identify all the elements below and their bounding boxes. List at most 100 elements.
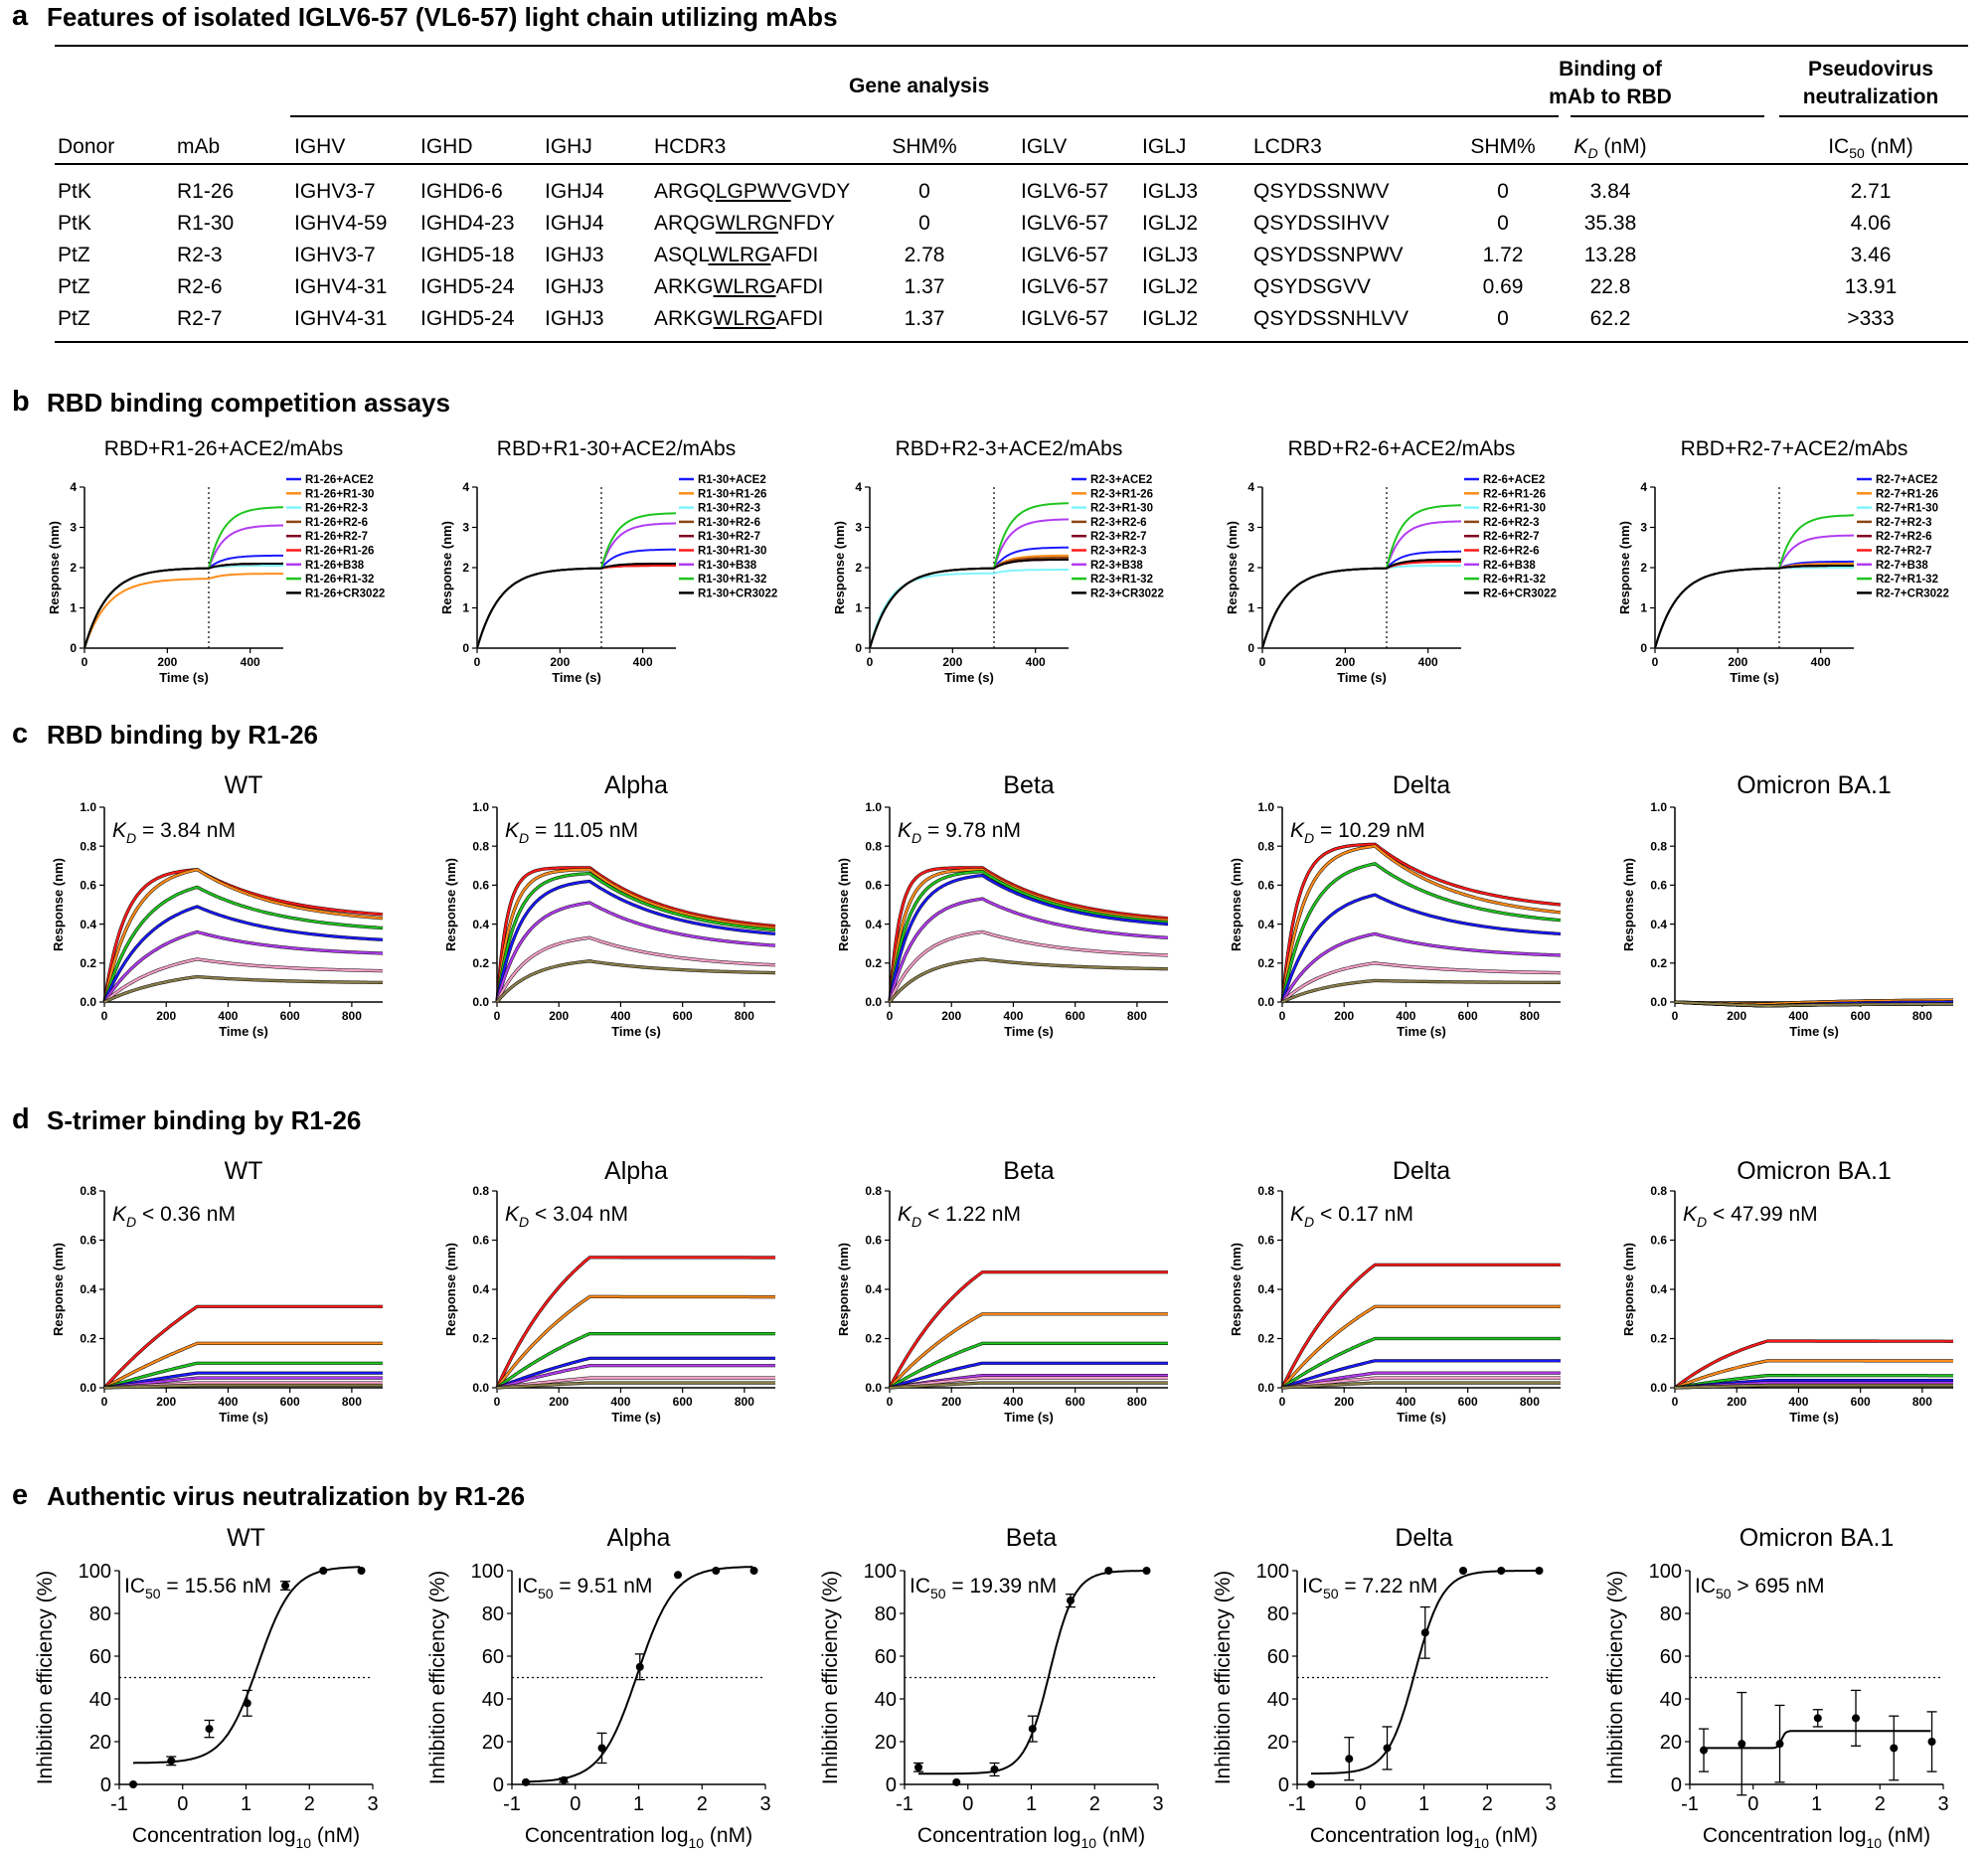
series-line-green bbox=[869, 502, 1070, 649]
x-tick-label: 0 bbox=[1672, 1009, 1679, 1023]
y-tick-label: 0.8 bbox=[1257, 839, 1274, 853]
y-axis-label: Inhibition efficiency (%) bbox=[819, 1571, 842, 1785]
y-tick-label: 80 bbox=[1660, 1603, 1682, 1625]
table-cell-shm_l: 0 bbox=[1497, 180, 1509, 203]
data-point bbox=[1775, 1740, 1784, 1749]
y-tick-label: 60 bbox=[875, 1646, 897, 1668]
kd-annotation: KD < 47.99 nM bbox=[1683, 1203, 1818, 1230]
col-header-iglv: IGLV bbox=[1021, 135, 1068, 158]
x-tick-label: 0 bbox=[101, 1395, 108, 1409]
y-tick-label: 0.6 bbox=[472, 1234, 489, 1248]
x-tick-label: 800 bbox=[342, 1009, 362, 1023]
x-tick-label: 800 bbox=[1127, 1009, 1147, 1023]
chart-d2: Alpha 0.0 0.2 0.4 0.6 0.8 0 200 400 600 800 Time (s… bbox=[443, 1157, 775, 1425]
legend-label: R2-3+CR3022 bbox=[1090, 588, 1164, 599]
chart-title: Alpha bbox=[604, 1157, 668, 1185]
table-cell-ighd: IGHD4-23 bbox=[420, 212, 515, 235]
col-header-ighv: IGHV bbox=[294, 135, 346, 158]
y-tick-label: 100 bbox=[1256, 1561, 1289, 1583]
legend-label: R2-7+R1-32 bbox=[1876, 574, 1938, 586]
x-tick-label: 3 bbox=[759, 1793, 770, 1815]
x-tick-label: 3 bbox=[1545, 1793, 1556, 1815]
fit-line-conc-3 bbox=[889, 1342, 1168, 1389]
y-tick-label: 20 bbox=[875, 1732, 897, 1754]
x-tick-label: 2 bbox=[304, 1793, 315, 1815]
series-line-red bbox=[1654, 565, 1854, 649]
table-cell-ighv: IGHV4-59 bbox=[294, 212, 388, 235]
x-tick-label: 0 bbox=[177, 1793, 188, 1815]
data-point bbox=[952, 1777, 961, 1786]
legend-label: R1-26+R1-30 bbox=[305, 488, 374, 500]
x-tick-label: 800 bbox=[1520, 1009, 1540, 1023]
ic50-annotation: IC50 = 7.22 nM bbox=[1302, 1575, 1437, 1601]
x-tick-label: 600 bbox=[673, 1009, 693, 1023]
fit-line-conc-3 bbox=[1674, 1374, 1953, 1390]
fit-line-conc-3 bbox=[103, 1362, 383, 1390]
fit-line-conc-4 bbox=[888, 874, 1169, 1003]
hcdr3-cell: ASQLWLRGAFDI bbox=[654, 244, 819, 266]
chart-title: Delta bbox=[1395, 1526, 1452, 1552]
table-cell-ic50: 3.46 bbox=[1850, 244, 1892, 266]
fit-line-conc-6 bbox=[1281, 961, 1561, 1003]
legend-label: R1-30+B38 bbox=[698, 560, 757, 572]
data-point bbox=[205, 1725, 214, 1734]
x-tick-label: 800 bbox=[342, 1395, 362, 1409]
x-tick-label: -1 bbox=[503, 1793, 521, 1815]
raw-trace bbox=[1281, 978, 1561, 1004]
col-header-kd: KD (nM) bbox=[1574, 135, 1647, 162]
y-tick-label: 100 bbox=[79, 1561, 111, 1583]
table-cell-ighj: IGHJ3 bbox=[545, 307, 604, 330]
y-axis-label: Response (nm) bbox=[832, 521, 847, 614]
chart-c3: Beta 0.0 0.2 0.4 0.6 0.8 1.0 0 200 400 600 800 Time … bbox=[836, 771, 1169, 1039]
chart-c2: Alpha 0.0 0.2 0.4 0.6 0.8 1.0 0 200 400 600 800 Time… bbox=[443, 771, 776, 1039]
y-tick-label: 0.0 bbox=[865, 995, 882, 1009]
table-cell-ighd: IGHD5-24 bbox=[420, 307, 515, 330]
data-point bbox=[712, 1567, 721, 1575]
series-line-red bbox=[1261, 560, 1461, 649]
data-point bbox=[1459, 1567, 1468, 1575]
fit-line-conc-3 bbox=[888, 870, 1169, 1003]
x-axis-label: Time (s) bbox=[611, 1410, 661, 1425]
legend-label: R2-6+R2-7 bbox=[1483, 531, 1540, 543]
table-cell-shm_h: 1.37 bbox=[904, 307, 945, 330]
y-tick-label: 0.4 bbox=[80, 1282, 96, 1296]
table-cell-shm_l: 0.69 bbox=[1482, 275, 1524, 298]
col-header-iglj: IGLJ bbox=[1142, 135, 1187, 158]
y-axis-label: Inhibition efficiency (%) bbox=[426, 1571, 449, 1785]
chart-title: RBD+R1-26+ACE2/mAbs bbox=[104, 437, 343, 460]
fit-line-conc-6 bbox=[1281, 1377, 1561, 1390]
col-header-mab: mAb bbox=[177, 135, 221, 158]
y-tick-label: 80 bbox=[875, 1603, 897, 1625]
table-cell-lcdr3: QSYDSSNHLVV bbox=[1253, 307, 1408, 330]
chart-d1: WT 0.0 0.2 0.4 0.6 0.8 0 200 400 600 800 Time (s) Re… bbox=[51, 1157, 383, 1425]
series-line-purple bbox=[476, 522, 676, 649]
legend-label: R1-26+B38 bbox=[305, 560, 365, 572]
fit-line-conc-1 bbox=[103, 1305, 383, 1389]
chart-c5: Omicron BA.1 0.0 0.2 0.4 0.6 0.8 1.0 0 200 400 600… bbox=[1621, 771, 1954, 1039]
ic50-annotation: IC50 = 19.39 nM bbox=[910, 1575, 1057, 1601]
data-point bbox=[1852, 1714, 1861, 1723]
raw-trace bbox=[495, 935, 776, 1003]
chart-title: Alpha bbox=[604, 771, 668, 799]
x-axis-label: Time (s) bbox=[944, 670, 994, 685]
fit-line-conc-1 bbox=[889, 1270, 1168, 1389]
binding-header-line2: mAb to RBD bbox=[1549, 85, 1672, 108]
data-point bbox=[357, 1567, 366, 1575]
table-cell-kd: 13.28 bbox=[1583, 244, 1637, 266]
fit-line-conc-2 bbox=[888, 868, 1169, 1003]
fit-line-conc-5 bbox=[1281, 932, 1562, 1003]
fit-line-conc-7 bbox=[1281, 1382, 1561, 1390]
x-tick-label: 1 bbox=[633, 1793, 644, 1815]
x-tick-label: 400 bbox=[1003, 1009, 1023, 1023]
data-point bbox=[990, 1765, 999, 1773]
y-tick-label: 100 bbox=[1649, 1561, 1682, 1583]
x-tick-label: -1 bbox=[1681, 1793, 1699, 1815]
x-tick-label: 400 bbox=[1396, 1009, 1415, 1023]
chart-title: Omicron BA.1 bbox=[1737, 771, 1892, 799]
fit-curve bbox=[1311, 1570, 1539, 1775]
data-point bbox=[1420, 1628, 1429, 1637]
legend-label: R2-3+R1-30 bbox=[1090, 503, 1153, 515]
data-point bbox=[1890, 1744, 1899, 1753]
x-tick-label: 1 bbox=[241, 1793, 251, 1815]
